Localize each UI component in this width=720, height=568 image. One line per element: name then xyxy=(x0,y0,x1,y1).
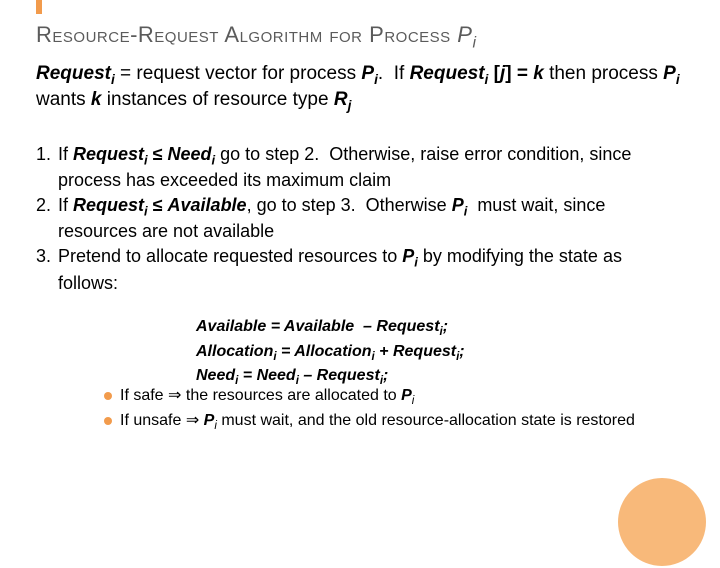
equations-block: Available = Available – Requesti; Alloca… xyxy=(196,316,465,390)
equation-line: Allocationi = Allocationi + Requesti; xyxy=(196,341,465,366)
bullet-item: If safe ⇒ the resources are allocated to… xyxy=(104,386,684,409)
equation-line: Available = Available – Requesti; xyxy=(196,316,465,341)
intro-paragraph: Requesti = request vector for process Pi… xyxy=(36,62,684,114)
step-item: 3.Pretend to allocate requested resource… xyxy=(36,245,684,294)
bullet-icon xyxy=(104,417,112,425)
step-item: 2.If Requesti ≤ Available, go to step 3.… xyxy=(36,194,684,243)
bullet-icon xyxy=(104,392,112,400)
decorative-circle xyxy=(616,476,708,568)
steps-list: 1.If Requesti ≤ Needi go to step 2. Othe… xyxy=(36,143,684,297)
bullet-item: If unsafe ⇒ Pi must wait, and the old re… xyxy=(104,411,684,434)
step-item: 1.If Requesti ≤ Needi go to step 2. Othe… xyxy=(36,143,684,192)
accent-bar xyxy=(36,0,42,14)
result-bullets: If safe ⇒ the resources are allocated to… xyxy=(104,386,684,436)
slide-title: Resource-Request Algorithm for Process P… xyxy=(36,22,477,52)
